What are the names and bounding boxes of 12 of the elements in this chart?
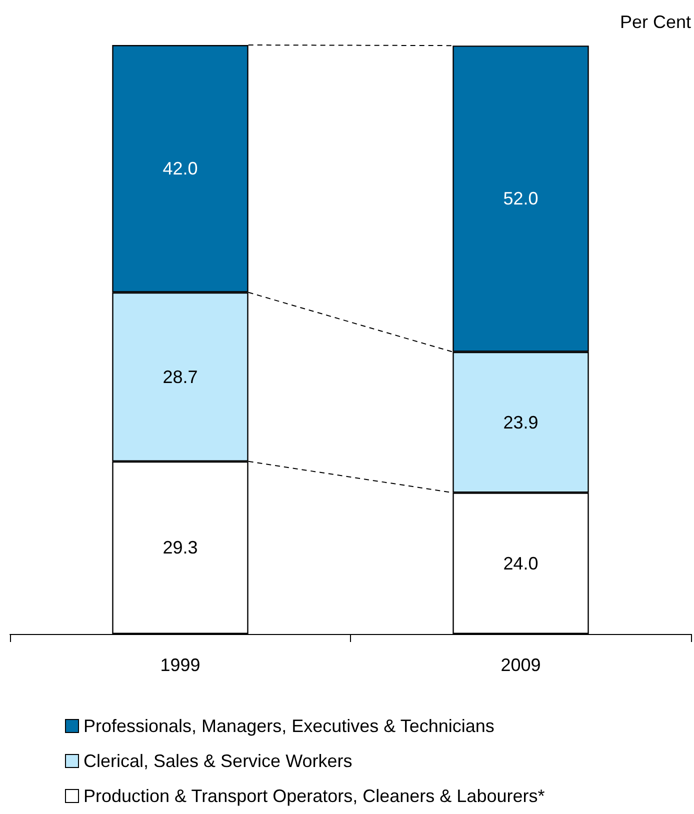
data-label: 23.9 — [503, 412, 538, 432]
legend-label: Professionals, Managers, Executives & Technicians — [84, 716, 494, 736]
data-label: 29.3 — [162, 538, 198, 558]
x-tick-label: 1999 — [160, 655, 200, 675]
data-label: 24.0 — [503, 553, 538, 574]
x-tick-label: 2009 — [500, 655, 541, 675]
data-label: 28.7 — [162, 366, 198, 387]
y-axis-title: Per Cent — [620, 12, 691, 32]
data-label: 52.0 — [503, 188, 538, 209]
legend-label: Production & Transport Operators, Cleaners & Labourers* — [84, 786, 545, 806]
legend-label: Clerical, Sales & Service Workers — [84, 751, 352, 771]
data-label: 42.0 — [162, 158, 198, 179]
